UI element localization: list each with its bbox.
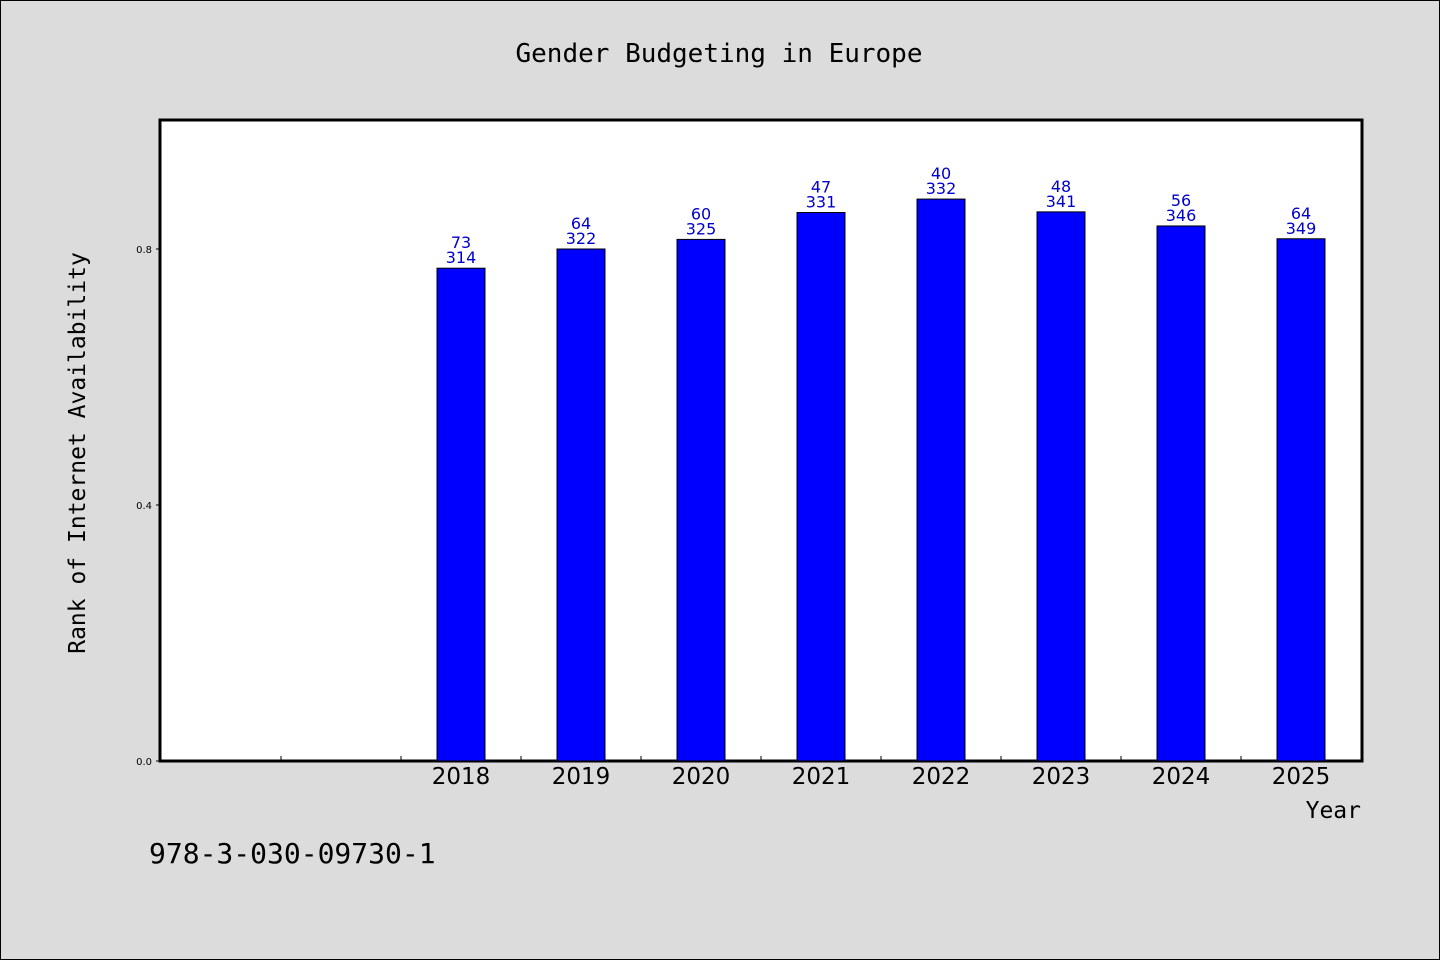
x-tick-label-2023: 2023: [1032, 764, 1091, 790]
bar-2020: [676, 238, 726, 762]
y-tick-label: 0.8: [136, 245, 152, 256]
bar-2024: [1156, 225, 1206, 762]
data-label-top-2018: 73: [451, 233, 471, 252]
data-label-bottom-2024: 346: [1166, 206, 1197, 225]
x-tick-label-2021: 2021: [792, 764, 851, 790]
y-axis-label: Rank of Internet Availability: [65, 252, 91, 654]
x-axis-ticks: 2018 2019 2020 2021 2022 2023 2024 2025: [280, 756, 1331, 790]
x-tick-label-2019: 2019: [552, 764, 611, 790]
data-label-bottom-2019: 322: [566, 229, 597, 248]
bars: [436, 198, 1326, 762]
data-label-bottom-2020: 325: [686, 219, 717, 238]
bar-2022: [916, 198, 966, 762]
data-label-bottom-2025: 349: [1286, 219, 1317, 238]
bar-2019: [556, 248, 606, 762]
x-tick-label-2020: 2020: [672, 764, 731, 790]
x-tick-label-2018: 2018: [432, 764, 491, 790]
data-label-top-2025: 64: [1291, 204, 1311, 223]
data-label-bottom-2022: 332: [926, 179, 957, 198]
data-label-top-2020: 60: [691, 204, 711, 223]
data-label-top-2022: 40: [931, 164, 951, 183]
bar-2023: [1036, 211, 1086, 762]
x-tick-label-2022: 2022: [912, 764, 971, 790]
y-tick-label: 0.4: [136, 501, 152, 512]
footer-isbn: 978-3-030-09730-1: [149, 837, 436, 870]
x-axis-label: Year: [1306, 798, 1361, 824]
data-label-bottom-2021: 331: [806, 193, 837, 212]
data-label-bottom-2018: 314: [446, 248, 477, 267]
bar-2025: [1276, 238, 1326, 762]
data-label-top-2021: 47: [811, 178, 831, 197]
y-tick-label: 0.0: [136, 757, 152, 768]
data-label-bottom-2023: 341: [1046, 192, 1077, 211]
bar-2018: [436, 267, 486, 762]
data-label-top-2019: 64: [571, 214, 591, 233]
bar-2021: [796, 212, 846, 762]
data-label-top-2024: 56: [1171, 191, 1191, 210]
chart-title: Gender Budgeting in Europe: [516, 39, 923, 69]
x-tick-label-2024: 2024: [1152, 764, 1211, 790]
y-axis-ticks: 0.0 0.4 0.8: [136, 245, 161, 768]
data-label-top-2023: 48: [1051, 177, 1071, 196]
x-tick-label-2025: 2025: [1272, 764, 1331, 790]
